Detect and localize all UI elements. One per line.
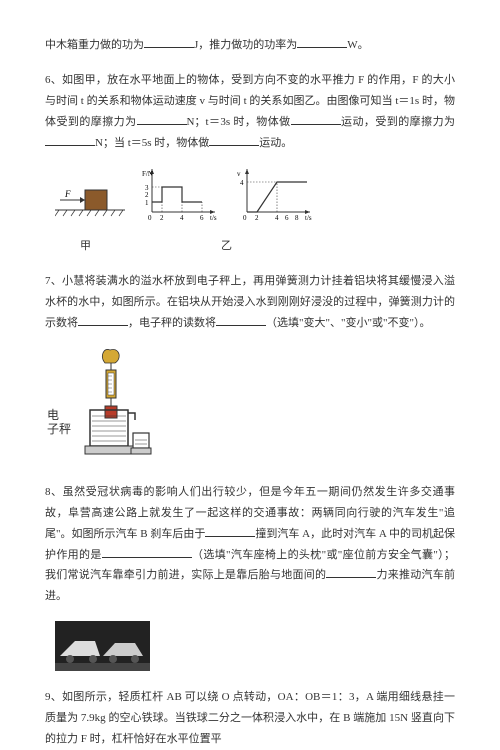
svg-text:2: 2 [145,191,149,199]
blank [102,546,192,558]
svg-text:F: F [64,189,71,199]
svg-text:0: 0 [148,214,152,222]
svg-text:4: 4 [240,179,244,187]
blank [137,113,187,125]
q7-text-b: ，电子秤的读数将 [128,317,216,329]
intro-unit-b: W。 [347,39,368,51]
blank [45,134,95,146]
q6-paragraph: 6、如图甲，放在水平地面上的物体，受到方向不变的水平推力 F 的作用，F 的大小… [45,70,455,154]
q7-paragraph: 7、小慧将装满水的溢水杯放到电子秤上，再用弹簧测力计挂着铝块将其缓慢浸入溢水杯的… [45,271,455,334]
q7-scale-label: 电 子秤 [47,408,71,437]
svg-text:4: 4 [275,214,279,222]
svg-text:0: 0 [243,214,247,222]
svg-text:v: v [237,170,241,178]
blank [216,314,266,326]
svg-text:8: 8 [295,214,299,222]
q6-text-e: 运动。 [259,137,292,149]
svg-text:2: 2 [255,214,259,222]
q8-paragraph: 8、虽然受冠状病毒的影响人们出行较少，但是今年五一期间仍然发生许多交通事故，阜营… [45,482,455,607]
blank [78,314,128,326]
q6-text-d: N；当 t＝5s 时，物体做 [95,137,209,149]
q8-figure [55,621,455,671]
q6-fig-ft: F/N t/s 1 2 3 2 4 6 0 [140,167,220,222]
q6-caption-jia: 甲 [80,236,91,257]
blank [326,566,376,578]
svg-text:F/N: F/N [142,170,153,178]
blank [297,36,347,48]
svg-text:3: 3 [145,184,149,192]
svg-text:6: 6 [285,214,289,222]
blank [209,134,259,146]
svg-text:6: 6 [200,214,204,222]
q9-paragraph: 9、如图所示，轻质杠杆 AB 可以绕 O 点转动，OA：OB＝1：3，A 端用细… [45,687,455,750]
intro-text-a: 中木箱重力做的功为 [45,39,144,51]
q8-fig [55,621,150,671]
blank [205,525,255,537]
q6-text-c: 运动，受到的摩擦力为 [341,116,455,128]
blank [144,36,194,48]
svg-text:t/s: t/s [305,214,312,222]
q6-caption-yi: 乙 [221,236,232,257]
q7-figure-wrap: 电 子秤 [75,348,455,466]
blank [291,113,341,125]
q6-text-b: N；t＝3s 时，物体做 [187,116,291,128]
q6-captions: 甲 乙 [80,236,455,257]
q6-figures: F F/N t/s 1 2 3 2 4 6 0 [55,167,455,222]
intro-unit-a: J，推力做功的功率为 [194,39,297,51]
intro-paragraph: 中木箱重力做的功为 J，推力做功的功率为 W。 [45,35,455,56]
q6-fig-vt: v t/s 4 2 4 6 8 0 [235,167,315,222]
q9-text-a: 9、如图所示，轻质杠杆 AB 可以绕 O 点转动，OA：OB＝1：3，A 端用细… [45,691,455,745]
svg-text:2: 2 [160,214,164,222]
svg-text:4: 4 [180,214,184,222]
q7-fig [75,348,165,458]
q6-fig-jia: F [55,172,125,222]
svg-text:t/s: t/s [210,214,217,222]
q7-text-c: （选填"变大"、"变小"或"不变"）。 [266,317,430,329]
svg-text:1: 1 [145,199,149,207]
